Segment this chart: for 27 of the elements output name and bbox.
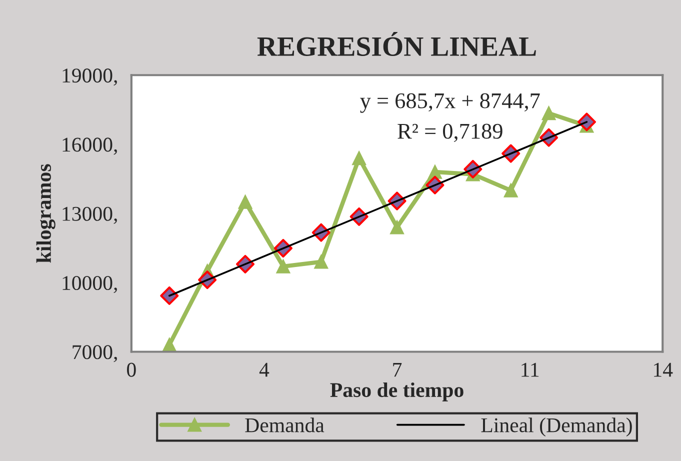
y-tick-label: 13000, bbox=[62, 206, 117, 224]
point bbox=[577, 112, 596, 132]
y-tick-label: 16000, bbox=[62, 138, 117, 155]
y-tick-label: 10000, bbox=[62, 276, 117, 294]
y-tick-label: 7000, bbox=[72, 345, 117, 362]
x-axis-title: Paso de tiempo bbox=[330, 382, 464, 402]
y-tick-label: 19000, bbox=[62, 68, 117, 86]
point bbox=[160, 286, 179, 305]
point bbox=[276, 260, 290, 274]
point bbox=[428, 165, 442, 179]
point bbox=[504, 183, 518, 198]
point bbox=[314, 254, 328, 269]
point bbox=[390, 220, 404, 234]
point bbox=[542, 106, 556, 120]
chart-title: REGRESIÓN LINEAL bbox=[257, 32, 536, 56]
x-tick-label: 14 bbox=[654, 362, 673, 377]
point bbox=[238, 194, 252, 209]
legend-label: Demanda bbox=[245, 418, 324, 432]
x-tick-label: 0 bbox=[127, 362, 136, 377]
legend-label: Lineal (Demanda) bbox=[481, 418, 632, 437]
x-tick-label: 4 bbox=[259, 362, 270, 377]
annotation: R² = 0,7189 bbox=[398, 124, 502, 142]
y-axis-title: kilogramos bbox=[36, 164, 56, 263]
x-tick-label: 7 bbox=[393, 362, 402, 377]
annotation: y = 685,7x + 8744,7 bbox=[360, 93, 540, 113]
point bbox=[352, 151, 366, 166]
x-tick-label: 11 bbox=[522, 362, 539, 377]
